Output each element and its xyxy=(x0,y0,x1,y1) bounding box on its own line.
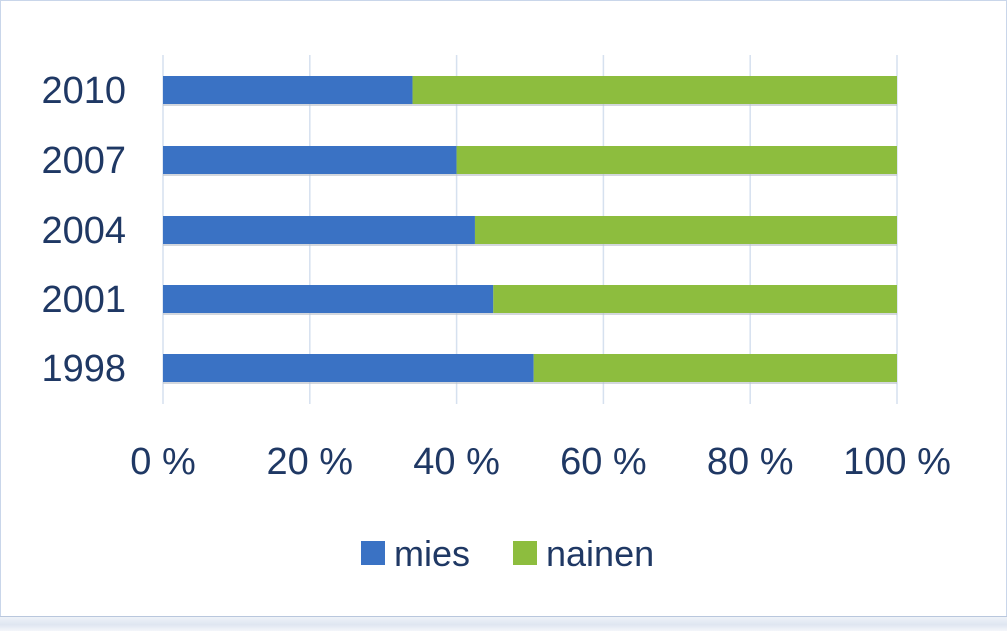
legend: mies nainen xyxy=(361,533,654,574)
x-tick-label: 80 % xyxy=(707,441,794,483)
value-axis-labels: 0 % 20 % 40 % 60 % 80 % 100 % xyxy=(130,441,951,483)
bar-nainen-1998 xyxy=(533,354,897,382)
legend-swatch-nainen xyxy=(513,541,537,565)
x-tick-label: 0 % xyxy=(130,441,195,483)
bar-mies-2001 xyxy=(163,285,494,313)
x-tick-label: 20 % xyxy=(266,441,353,483)
bar-nainen-2007 xyxy=(456,146,897,174)
category-label: 1998 xyxy=(41,348,126,390)
legend-label-nainen: nainen xyxy=(546,533,654,574)
legend-swatch-mies xyxy=(361,541,385,565)
bar-mies-1998 xyxy=(163,354,534,382)
bar-mies-2010 xyxy=(163,76,413,104)
x-tick-label: 100 % xyxy=(843,441,951,483)
bar-mies-2007 xyxy=(163,146,457,174)
x-tick-label: 60 % xyxy=(560,441,647,483)
bar-nainen-2001 xyxy=(493,285,897,313)
x-tick-label: 40 % xyxy=(413,441,500,483)
category-label: 2004 xyxy=(41,210,126,252)
legend-label-mies: mies xyxy=(394,533,470,574)
category-label: 2001 xyxy=(41,279,126,321)
category-label: 2007 xyxy=(41,140,126,182)
bar-nainen-2004 xyxy=(474,216,897,244)
category-axis-labels: 2010 2007 2004 2001 1998 xyxy=(41,70,126,390)
bar-nainen-2010 xyxy=(412,76,897,104)
bars xyxy=(163,76,897,384)
category-label: 2010 xyxy=(41,70,126,112)
window-bottom-edge xyxy=(0,616,1007,631)
bar-mies-2004 xyxy=(163,216,475,244)
